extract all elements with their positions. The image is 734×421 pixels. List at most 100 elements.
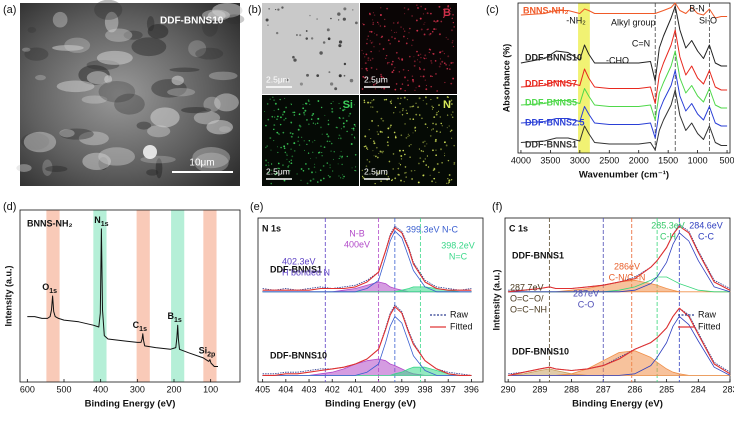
map-dot xyxy=(319,169,322,172)
map-dot xyxy=(448,179,451,182)
map-dot xyxy=(424,123,427,126)
map-dot xyxy=(364,135,367,138)
map-dot xyxy=(330,17,332,20)
map-dot xyxy=(435,130,438,133)
map-dot xyxy=(411,178,413,180)
map-dot xyxy=(343,125,345,128)
sem-grain xyxy=(192,147,231,169)
map-dot xyxy=(274,102,277,105)
map-dot xyxy=(355,170,357,172)
map-dot xyxy=(389,42,392,45)
map-dot xyxy=(448,181,450,184)
map-dot xyxy=(389,100,392,103)
map-dot xyxy=(386,141,389,144)
legend-label: Fitted xyxy=(450,321,473,331)
map-dot xyxy=(343,7,347,11)
x-tick-label: 300 xyxy=(130,384,145,394)
map-dot xyxy=(337,12,341,16)
map-dot xyxy=(364,62,367,65)
map-dot xyxy=(282,131,285,134)
map-dot xyxy=(311,171,313,174)
map-dot xyxy=(450,129,453,132)
map-dot xyxy=(314,163,316,165)
map-dot xyxy=(442,8,445,11)
map-dot xyxy=(385,98,388,101)
map-dot xyxy=(419,61,421,63)
map-dot xyxy=(323,146,326,149)
map-dot xyxy=(372,99,375,101)
map-dot xyxy=(330,150,332,152)
map-dot xyxy=(338,74,342,78)
map-dot xyxy=(267,171,270,174)
map-dot xyxy=(370,66,373,69)
map-dot xyxy=(289,132,292,134)
map-dot xyxy=(383,98,386,101)
map-dot xyxy=(413,64,416,67)
map-dot xyxy=(265,159,268,162)
map-dot xyxy=(353,123,356,126)
map-dot xyxy=(308,123,310,126)
sem-grain xyxy=(171,75,184,86)
map-dot xyxy=(389,126,392,128)
map-dot xyxy=(277,115,279,118)
map-dot xyxy=(286,154,288,156)
map-dot xyxy=(446,67,449,70)
map-dot xyxy=(426,155,429,157)
map-dot xyxy=(431,105,433,107)
map-dot xyxy=(333,151,335,153)
map-dot xyxy=(416,59,418,61)
map-dot xyxy=(419,17,422,20)
x-tick-label: 286 xyxy=(627,384,642,394)
element-label: Si xyxy=(343,99,353,111)
map-dot xyxy=(286,153,288,155)
x-axis-label: Wavenumber (cm⁻¹) xyxy=(579,170,669,181)
map-dot xyxy=(327,119,329,121)
map-dot xyxy=(400,97,402,99)
map-dot xyxy=(311,114,314,117)
map-dot xyxy=(380,117,383,120)
map-dot xyxy=(452,111,454,113)
sem-grain xyxy=(181,106,212,114)
map-dot xyxy=(362,75,365,78)
map-dot xyxy=(432,128,435,130)
map-dot xyxy=(438,171,440,174)
spectrum-line xyxy=(520,50,728,121)
sem-grain xyxy=(146,16,155,32)
map-dot xyxy=(430,98,432,101)
map-dot xyxy=(372,41,374,43)
map-dot xyxy=(412,132,414,134)
peak-element: C xyxy=(133,320,140,330)
scale-bar-label: 2.5μm xyxy=(364,74,388,84)
map-dot xyxy=(397,167,400,170)
map-dot xyxy=(430,60,432,62)
map-dot xyxy=(299,82,303,86)
map-dot xyxy=(379,150,382,153)
sem-grain xyxy=(219,126,231,133)
annotation: C-H xyxy=(660,231,676,241)
map-dot xyxy=(363,23,365,26)
map-dot xyxy=(361,175,364,178)
map-dot xyxy=(435,21,437,23)
map-dot xyxy=(378,171,380,173)
map-dot xyxy=(314,139,316,141)
map-dot xyxy=(432,53,435,55)
sem-grain xyxy=(81,95,108,104)
x-tick-label: 500 xyxy=(720,155,734,165)
peak-orbital: 1s xyxy=(174,318,182,325)
map-dot xyxy=(376,131,378,133)
map-dot xyxy=(414,89,416,91)
map-dot xyxy=(432,169,435,171)
map-dot xyxy=(407,133,409,135)
map-dot xyxy=(346,130,348,133)
map-dot xyxy=(339,137,342,140)
spectrum-line xyxy=(508,307,731,376)
map-dot xyxy=(305,102,308,105)
map-dot xyxy=(321,155,323,157)
map-dot xyxy=(317,181,319,183)
map-dot xyxy=(394,88,397,91)
map-dot xyxy=(438,33,441,36)
map-dot xyxy=(316,122,319,125)
map-dot xyxy=(326,162,329,164)
map-dot xyxy=(404,76,406,79)
map-dot xyxy=(423,68,426,71)
